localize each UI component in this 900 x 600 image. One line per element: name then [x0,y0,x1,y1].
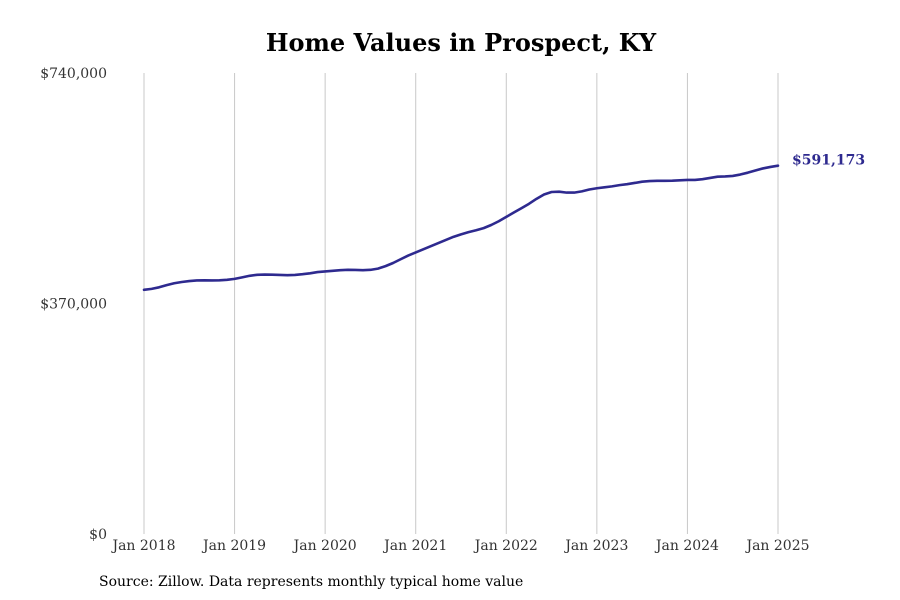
y-axis-tick-labels: $0 $370,000 $740,000 [40,66,107,543]
data-points [143,165,779,291]
x-tick-label: Jan 2025 [744,538,809,554]
y-tick-label: $370,000 [40,297,107,313]
x-tick-label: Jan 2020 [292,538,357,554]
x-tick-label: Jan 2022 [473,538,538,554]
x-tick-label: Jan 2024 [654,538,719,554]
chart-title: Home Values in Prospect, KY [266,28,657,57]
x-tick-label: Jan 2023 [563,538,628,554]
x-axis-tick-labels: Jan 2018 Jan 2019 Jan 2020 Jan 2021 Jan 2022… [110,538,809,554]
home-value-line [142,164,780,292]
y-tick-label: $740,000 [40,66,107,82]
vertical-gridlines [143,73,779,534]
y-tick-label: $0 [89,527,107,543]
source-note: Source: Zillow. Data represents monthly … [99,574,524,590]
latest-value-label: $591,173 [792,153,865,169]
x-tick-label: Jan 2018 [110,538,175,554]
x-tick-label: Jan 2019 [201,538,266,554]
x-tick-label: Jan 2021 [382,538,447,554]
